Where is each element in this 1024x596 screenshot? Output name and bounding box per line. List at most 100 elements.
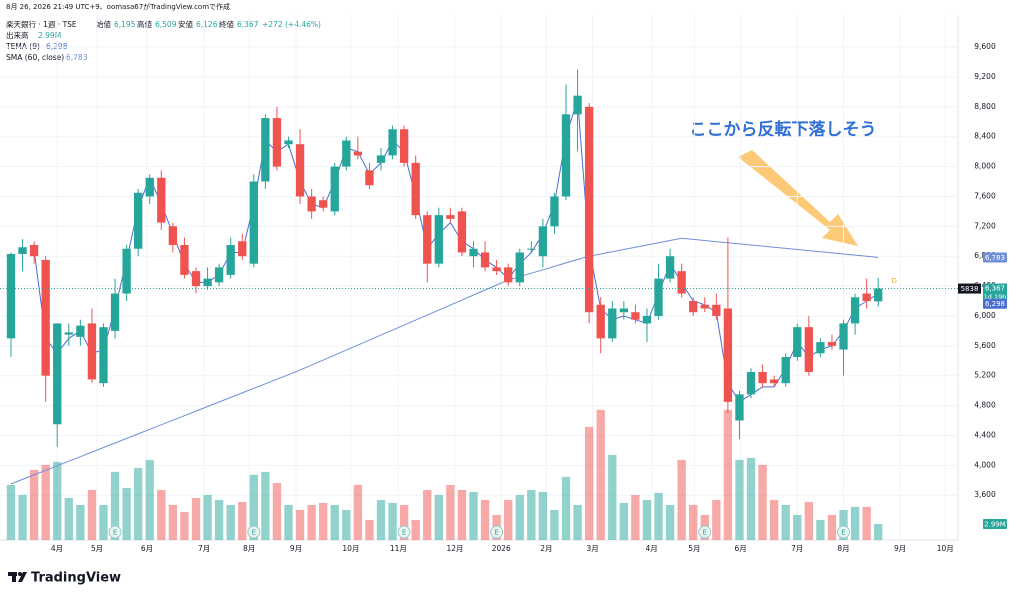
volume-last-label: 2.99M xyxy=(984,520,1006,528)
x-tick-label: 12月 xyxy=(446,544,463,553)
volume-bar xyxy=(168,504,178,540)
candle-body xyxy=(793,327,802,358)
y-tick-label: 9,200 xyxy=(974,72,996,81)
earnings-label: E xyxy=(841,529,845,537)
candle-body xyxy=(573,95,582,115)
x-tick-label: 9月 xyxy=(290,544,302,553)
volume-bar xyxy=(6,484,16,540)
candle-body xyxy=(134,192,143,249)
y-tick-label: 7,600 xyxy=(974,191,996,200)
volume-bar xyxy=(411,519,420,540)
volume-bar xyxy=(561,476,571,540)
volume-bar xyxy=(376,499,386,540)
volume-bar xyxy=(816,519,825,540)
legend-close-label: 終値 xyxy=(219,19,234,29)
earnings-marker xyxy=(247,525,261,539)
candle-body xyxy=(353,151,363,156)
price-line-label: 5838 xyxy=(961,285,979,293)
volume-last-label-box xyxy=(983,518,1007,529)
volume-bar xyxy=(157,489,166,540)
volume-bar xyxy=(76,504,85,540)
x-tick-label: 9月 xyxy=(894,544,906,553)
volume-bar xyxy=(469,491,478,540)
candle-body xyxy=(249,181,258,264)
earnings-label: E xyxy=(494,529,498,537)
countdown: 1d 19h xyxy=(984,293,1007,301)
x-tick-label: 2月 xyxy=(540,544,552,553)
y-tick-label: 5,600 xyxy=(974,341,996,350)
volume-bar xyxy=(18,494,27,540)
volume-bar xyxy=(550,509,559,540)
volume-bar xyxy=(214,499,224,540)
volume-bar xyxy=(504,499,513,540)
candle-body xyxy=(29,245,39,257)
grid xyxy=(0,15,958,540)
legend-close: 6,367 xyxy=(237,20,259,29)
legend: 楽天銀行 · 1週 · TSE 始値 6,195 高値 6,509 安値 6,1… xyxy=(5,19,321,62)
candle-body xyxy=(411,162,420,216)
candle-body xyxy=(238,241,247,257)
candle-body xyxy=(446,215,455,219)
y-tick-label: 4,000 xyxy=(974,460,996,469)
candle-body xyxy=(434,215,443,264)
volume-bar xyxy=(145,459,154,540)
volume-bar xyxy=(735,459,744,540)
candle-body xyxy=(723,308,733,402)
candle-body xyxy=(76,325,85,337)
volume-bar xyxy=(608,454,617,540)
candle-body xyxy=(631,312,640,320)
x-tick-label: 5月 xyxy=(91,544,103,553)
x-tick-label: 6月 xyxy=(141,544,153,553)
logo-slash xyxy=(18,572,27,582)
volume-bar xyxy=(284,504,293,540)
volume-bar xyxy=(249,474,258,540)
y-tick-label: 8,000 xyxy=(974,162,996,171)
candle-body xyxy=(608,308,617,339)
candle-body xyxy=(781,357,790,384)
earnings-marker xyxy=(698,525,712,539)
volume-bar xyxy=(399,504,409,540)
candle-body xyxy=(330,166,339,212)
candle-body xyxy=(295,144,305,197)
candle-body xyxy=(769,379,779,384)
tema-last-label: 6,298 xyxy=(985,300,1005,308)
legend-low: 6,126 xyxy=(196,20,218,29)
candle-body xyxy=(712,304,721,316)
candle-body xyxy=(53,323,62,425)
y-tick-label: 4,800 xyxy=(974,401,996,410)
volume-bar xyxy=(631,494,640,540)
candle-body xyxy=(874,288,883,302)
earnings-marker xyxy=(397,525,411,539)
candle-body xyxy=(584,106,594,313)
volume-bar xyxy=(272,482,282,540)
candle-body xyxy=(319,200,328,208)
earnings-label: E xyxy=(703,529,707,537)
candle-body xyxy=(110,293,120,331)
volume-bar xyxy=(746,457,756,540)
x-tick-label: 2026 xyxy=(492,544,511,553)
tema-name: TEMA (9) xyxy=(5,42,40,51)
volume-bar xyxy=(53,461,62,540)
annotation-arrow xyxy=(738,150,858,246)
candle-body xyxy=(804,327,813,372)
y-tick-label: 7,200 xyxy=(974,221,996,230)
volume-bar xyxy=(307,504,316,540)
volume-bar xyxy=(596,409,605,540)
x-tick-label: 10月 xyxy=(937,544,954,553)
volume-bar xyxy=(573,504,582,540)
y-tick-label: 8,800 xyxy=(974,102,996,111)
candle-body xyxy=(642,315,652,324)
volume-bar xyxy=(584,426,594,540)
volume-bar xyxy=(388,502,397,540)
x-tick-label: 7月 xyxy=(791,544,803,553)
candle-body xyxy=(399,129,409,163)
volume-bar xyxy=(665,504,675,540)
candle-body xyxy=(122,248,131,294)
candle-body xyxy=(758,371,767,384)
sma-last-label: 6,783 xyxy=(985,254,1005,262)
candle-body xyxy=(145,177,154,197)
x-tick-label: 8月 xyxy=(243,544,255,553)
x-tick-label: 7月 xyxy=(198,544,210,553)
x-tick-label: 6月 xyxy=(734,544,746,553)
close-box xyxy=(983,283,1007,302)
